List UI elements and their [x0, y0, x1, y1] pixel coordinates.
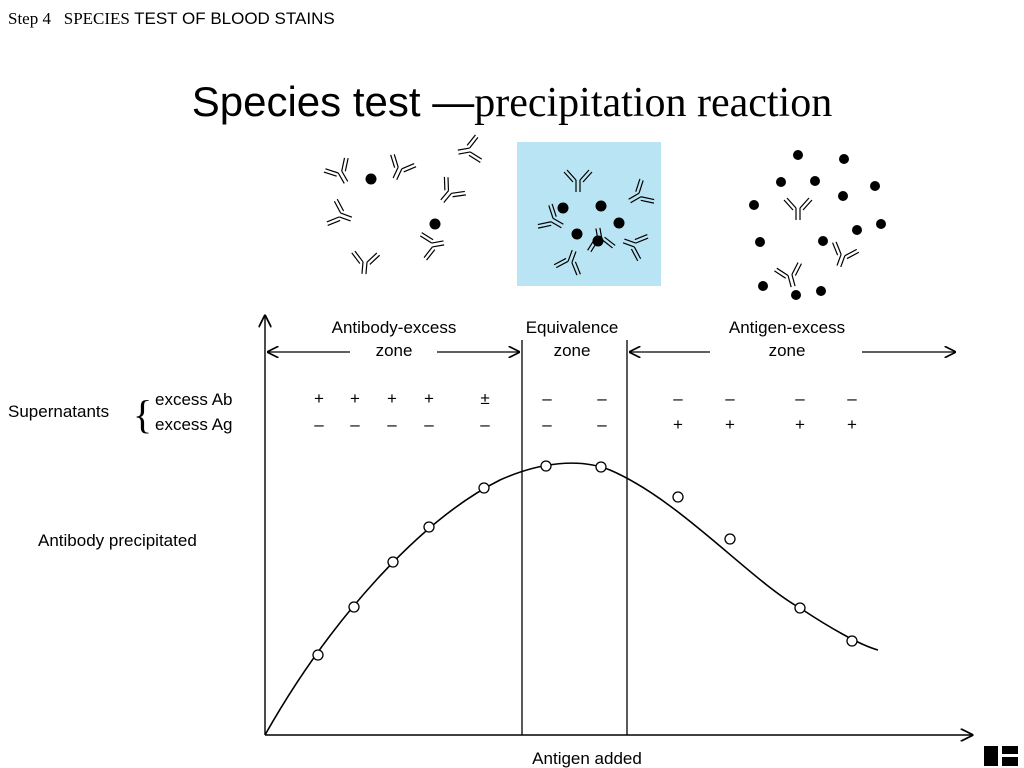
- antigen-dot: [365, 173, 377, 185]
- antigen-dot: [592, 235, 604, 247]
- supernatant-sign: +: [387, 389, 397, 408]
- zone-label-antibody-excess-zone: zone: [376, 341, 413, 360]
- supernatant-sign: –: [673, 389, 683, 408]
- antigen-dot: [557, 202, 569, 214]
- supernatant-sign: +: [725, 415, 735, 434]
- supernatants-label: Supernatants: [8, 402, 109, 421]
- curve-point: [312, 649, 324, 661]
- supernatant-sign: +: [795, 415, 805, 434]
- supernatant-sign: –: [424, 415, 434, 434]
- section-title-sans: TEST OF BLOOD STAINS: [134, 9, 335, 28]
- y-axis-label: Antibody precipitated: [38, 531, 197, 550]
- supernatant-sign: –: [387, 415, 397, 434]
- antigen-dot: [595, 200, 607, 212]
- zone-label-antigen-excess-zone: zone: [769, 341, 806, 360]
- section-title-serif: SPECIES: [63, 9, 130, 28]
- equivalence-panel: [517, 142, 661, 286]
- supernatant-sign: –: [314, 415, 324, 434]
- step-number: Step 4: [8, 9, 51, 28]
- antibody-excess-illustration: [322, 133, 483, 276]
- supernatant-sign: ±: [480, 389, 489, 408]
- zone-label-antigen-excess: Antigen-excess: [729, 318, 845, 337]
- supernatant-sign: –: [597, 389, 607, 408]
- supernatant-sign: –: [725, 389, 735, 408]
- antigen-dot: [613, 217, 625, 229]
- supernatant-sign: –: [480, 415, 490, 434]
- antigen-dot: [571, 228, 583, 240]
- curve-point: [348, 601, 360, 613]
- antigen-dot: [429, 218, 441, 230]
- logo-icon: [984, 746, 1018, 766]
- supernatant-sign: –: [795, 389, 805, 408]
- excess-ab-label: excess Ab: [155, 390, 233, 409]
- title-sub: precipitation reaction: [474, 80, 833, 126]
- supernatant-sign: –: [597, 415, 607, 434]
- curve-point: [540, 460, 552, 472]
- supernatant-sign: –: [542, 389, 552, 408]
- supernatant-sign: +: [350, 389, 360, 408]
- curve-point: [846, 635, 858, 647]
- supernatant-sign: +: [314, 389, 324, 408]
- curve-point: [478, 482, 490, 494]
- step-header: Step 4 SPECIES TEST OF BLOOD STAINS: [8, 9, 335, 29]
- supernatant-sign: –: [350, 415, 360, 434]
- title-main: Species test: [191, 78, 433, 125]
- curve-point: [794, 602, 806, 614]
- curve-point: [724, 533, 736, 545]
- x-axis-label: Antigen added: [532, 749, 642, 768]
- antigen-excess-illustration: [749, 150, 886, 300]
- supernatant-sign: –: [542, 415, 552, 434]
- curve-point: [595, 461, 607, 473]
- excess-ag-label: excess Ag: [155, 415, 233, 434]
- slide-title: Species test —precipitation reaction: [0, 78, 1024, 127]
- brace-icon: {: [133, 392, 152, 437]
- precipitation-curve: [264, 462, 879, 736]
- zone-label-antibody-excess: Antibody-excess: [332, 318, 457, 337]
- supernatant-sign: –: [847, 389, 857, 408]
- title-dash: —: [432, 78, 475, 125]
- zone-label-equivalence: Equivalence: [526, 318, 619, 337]
- supernatant-sign: +: [847, 415, 857, 434]
- curve-point: [672, 491, 684, 503]
- zone-label-equivalence-zone: zone: [554, 341, 591, 360]
- supernatant-sign: +: [673, 415, 683, 434]
- curve-point: [387, 556, 399, 568]
- equivalence-lattice-illustration: [535, 169, 657, 277]
- curve-point: [423, 521, 435, 533]
- supernatant-sign: +: [424, 389, 434, 408]
